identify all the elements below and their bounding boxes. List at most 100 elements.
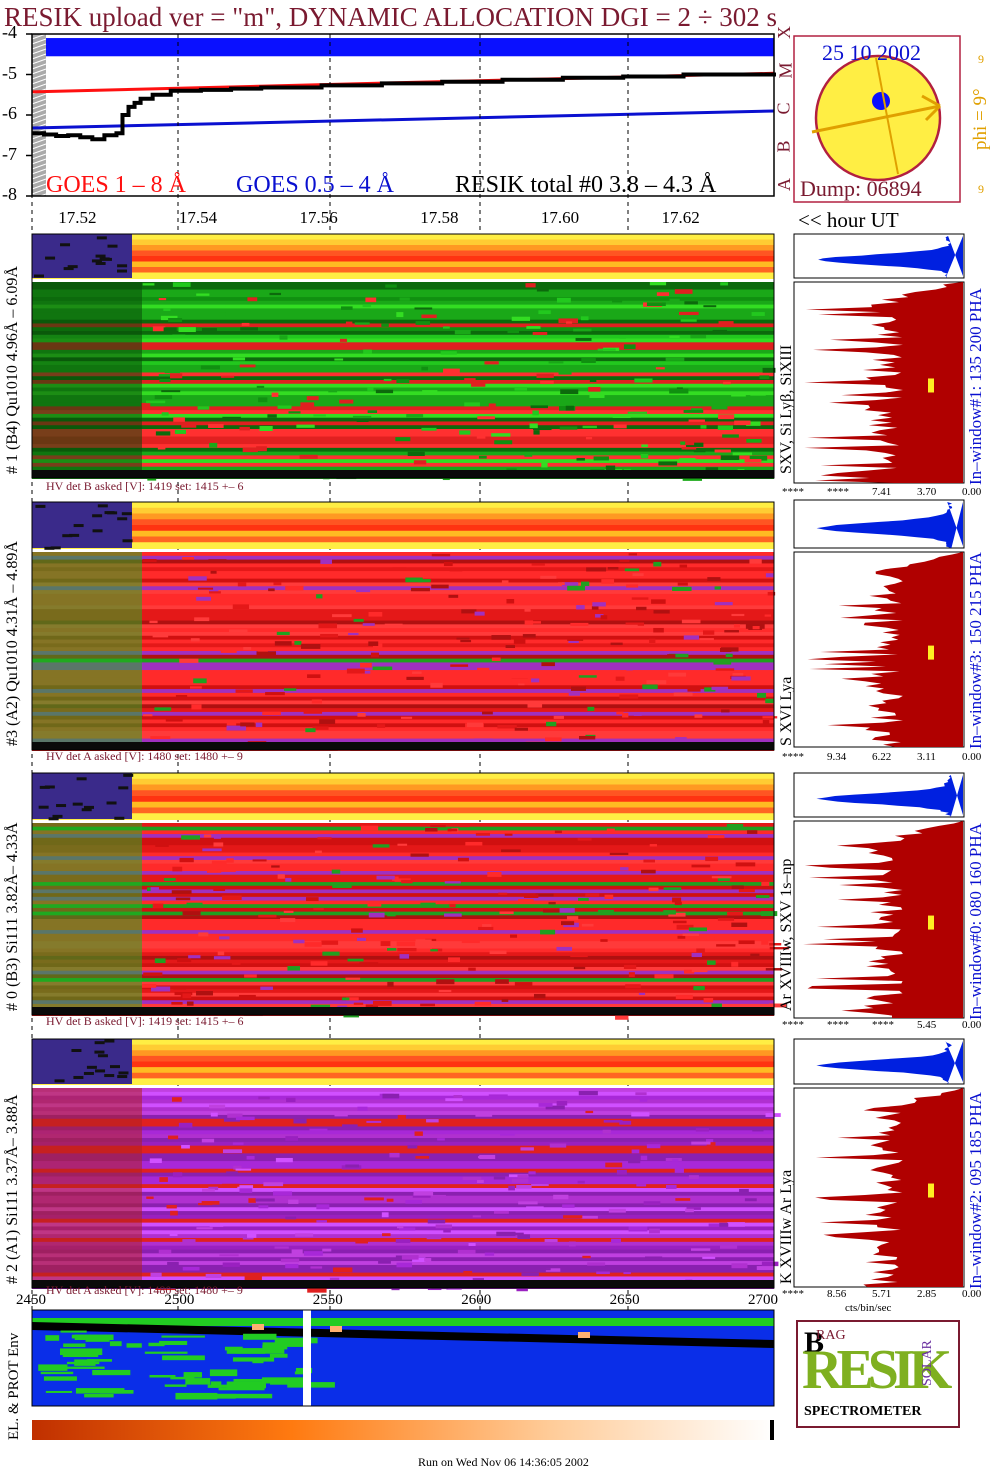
hm-cell xyxy=(431,553,451,557)
spec-marker xyxy=(928,915,934,930)
hm-cell xyxy=(693,449,706,453)
window-label-2: In–window#0: 080 160 PHA xyxy=(966,823,985,1020)
hm-cell xyxy=(271,865,280,868)
hatch-line xyxy=(31,103,47,110)
spec-marker xyxy=(928,1183,934,1198)
hm-cell xyxy=(405,577,423,583)
hm-cell xyxy=(602,1129,611,1134)
hm-row xyxy=(32,391,774,397)
hm-cell xyxy=(695,1128,710,1132)
detector-panel-1 xyxy=(31,499,965,751)
hm-cell xyxy=(300,402,315,408)
hm-cell xyxy=(705,467,719,472)
hm-cell xyxy=(706,935,715,940)
hm-cell xyxy=(558,582,565,586)
hm-cell xyxy=(223,1117,240,1122)
hm-cell xyxy=(687,688,701,692)
hm-row xyxy=(32,1157,774,1163)
hm-cell xyxy=(306,396,319,401)
hatch-line xyxy=(31,118,47,125)
strip-noise xyxy=(104,1039,115,1043)
hm-cell xyxy=(521,1272,539,1276)
env-green-blob xyxy=(60,1330,87,1333)
hm-cell xyxy=(532,331,548,336)
hm-cell xyxy=(152,326,166,332)
hm-cell xyxy=(613,424,627,429)
hm-cell xyxy=(532,410,539,416)
hm-cell xyxy=(733,624,740,628)
strip-noise xyxy=(122,539,133,543)
hm-cell xyxy=(405,1200,422,1204)
bottom-x-tick-3: 2600 xyxy=(461,1292,492,1308)
hm-cell xyxy=(345,1164,360,1168)
spec-main-fill xyxy=(803,821,963,1018)
hm-row xyxy=(32,1268,774,1274)
hm-cell xyxy=(510,1232,524,1236)
hm-bottom-band xyxy=(32,742,774,750)
env-green-blob xyxy=(285,1377,298,1384)
env-green-blob xyxy=(148,1342,165,1347)
hm-cell xyxy=(691,952,702,958)
hm-row xyxy=(32,738,774,744)
strip-noise xyxy=(104,511,115,515)
hatch-line xyxy=(31,98,47,105)
hm-cell xyxy=(507,329,519,334)
hm-cell xyxy=(154,395,173,400)
hm-cell xyxy=(421,366,429,371)
hm-cell xyxy=(427,1219,446,1224)
hm-cell xyxy=(454,573,469,577)
hm-cell xyxy=(688,1175,699,1179)
hatch-line xyxy=(31,168,47,175)
hm-cell xyxy=(632,573,644,577)
hm-cell xyxy=(190,638,200,642)
hm-cell xyxy=(493,1210,509,1214)
hm-row xyxy=(32,624,774,630)
env-green-blob xyxy=(38,1364,68,1371)
env-green-blob xyxy=(161,1335,205,1338)
hm-cell xyxy=(649,1228,660,1234)
env-green-blob xyxy=(45,1390,73,1393)
hm-cell xyxy=(193,678,207,684)
hm-cell xyxy=(675,737,687,740)
hm-cell xyxy=(475,1113,493,1117)
hm-cell xyxy=(313,414,326,417)
hatch-line xyxy=(31,58,47,65)
hm-cell xyxy=(412,671,422,674)
hm-cell xyxy=(524,607,531,612)
hm-row xyxy=(32,882,774,887)
hm-cell xyxy=(669,653,689,658)
hm-cell xyxy=(690,335,707,339)
hm-cell xyxy=(679,458,696,462)
hm-cell xyxy=(305,897,319,902)
hm-cell xyxy=(140,402,151,408)
hm-cell xyxy=(322,951,340,956)
hm-cell xyxy=(300,643,321,649)
hm-row xyxy=(32,635,774,641)
strip-pre-flare xyxy=(32,773,132,819)
hm-pre-flare xyxy=(32,282,142,478)
hm-row xyxy=(32,609,774,614)
hm-cell xyxy=(619,559,630,562)
hm-cell xyxy=(314,850,322,854)
hm-cell xyxy=(387,948,397,951)
hm-cell xyxy=(397,947,417,952)
x-tick-label-4: 17.60 xyxy=(540,208,580,227)
hm-cell xyxy=(732,293,742,297)
hm-cell xyxy=(368,641,379,646)
hm-cell xyxy=(683,635,700,640)
hm-row xyxy=(32,677,774,683)
goes-letter-M: M xyxy=(775,62,796,79)
scale-label-1-1: 9.34 xyxy=(827,751,847,763)
hm-cell xyxy=(318,623,337,629)
hm-row xyxy=(32,863,774,869)
hm-cell xyxy=(558,318,579,324)
hm-frame xyxy=(31,233,775,479)
hm-cell xyxy=(396,379,410,384)
hm-cell xyxy=(570,686,586,691)
hm-cell xyxy=(154,707,172,711)
hm-cell xyxy=(517,1174,528,1179)
strip-row xyxy=(32,801,774,809)
colorbar xyxy=(32,1420,774,1440)
hm-cell xyxy=(478,455,487,459)
hm-row xyxy=(32,293,774,299)
